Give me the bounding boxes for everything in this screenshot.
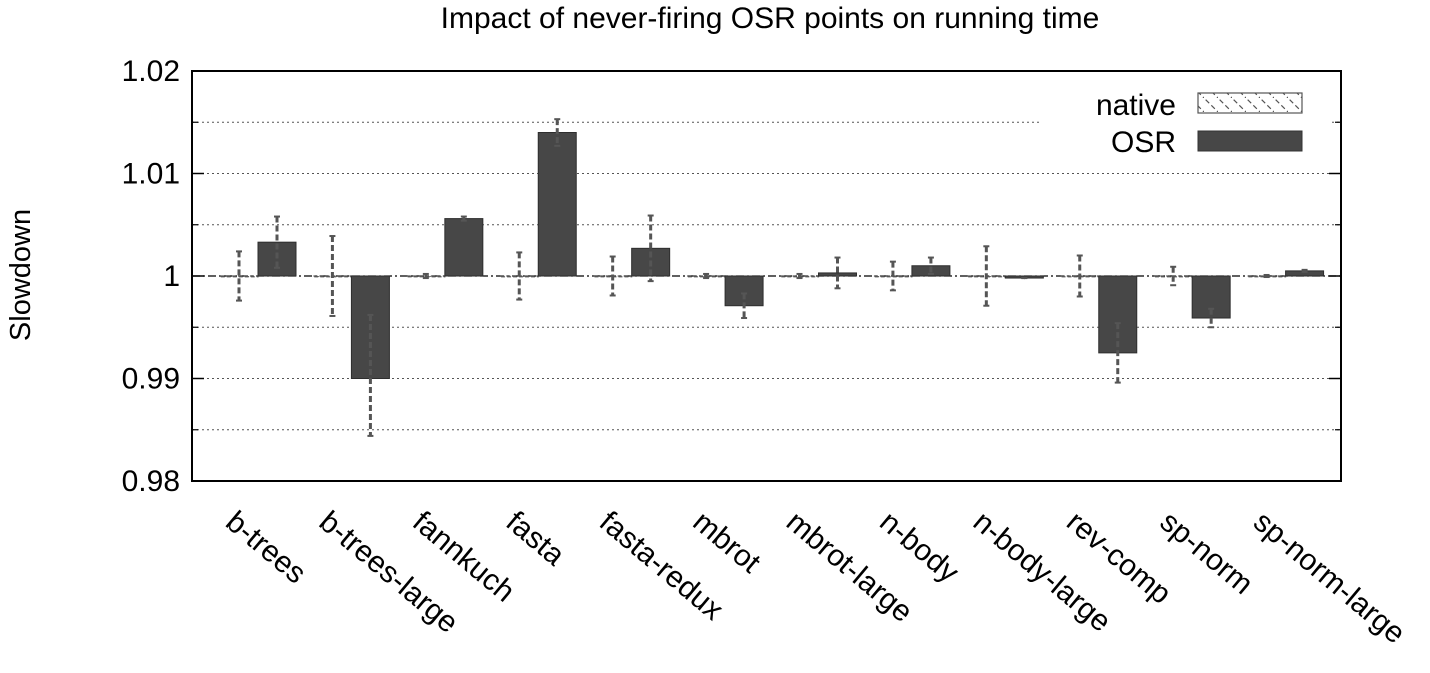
bar-native-b-trees: [219, 275, 259, 278]
y-tick-label: 0.99: [122, 363, 180, 396]
legend-swatch-native: [1197, 92, 1303, 114]
y-axis-ticks: 0.98 0.99 1 1.01 1.02: [122, 55, 1341, 498]
bar-osr-fannkuch: [444, 218, 484, 277]
bar-osr-mbrot-large: [818, 272, 857, 277]
y-tick-label: 1: [163, 260, 180, 293]
y-axis-label: Slowdown: [5, 209, 37, 341]
x-tick-label: fasta: [500, 505, 571, 572]
bar-osr-fasta: [537, 132, 577, 277]
legend-label-native: native: [1096, 89, 1176, 122]
x-tick-label: mbrot: [687, 505, 767, 580]
legend-swatch-osr: [1197, 130, 1303, 152]
error-bars: [236, 118, 1308, 437]
chart-title: Impact of never-firing OSR points on run…: [441, 2, 1100, 35]
y-tick-label: 1.02: [122, 55, 180, 88]
x-tick-label: b-trees: [220, 505, 313, 590]
legend: native OSR: [1040, 84, 1330, 164]
bar-osr-mbrot: [724, 275, 764, 307]
x-tick-label: sp-norm-large: [1247, 505, 1411, 650]
bars: [219, 132, 1325, 379]
bar-osr-rev-comp: [1098, 275, 1138, 354]
y-tick-label: 0.98: [122, 465, 180, 498]
legend-label-osr: OSR: [1111, 126, 1176, 159]
y-tick-label: 1.01: [122, 158, 180, 191]
